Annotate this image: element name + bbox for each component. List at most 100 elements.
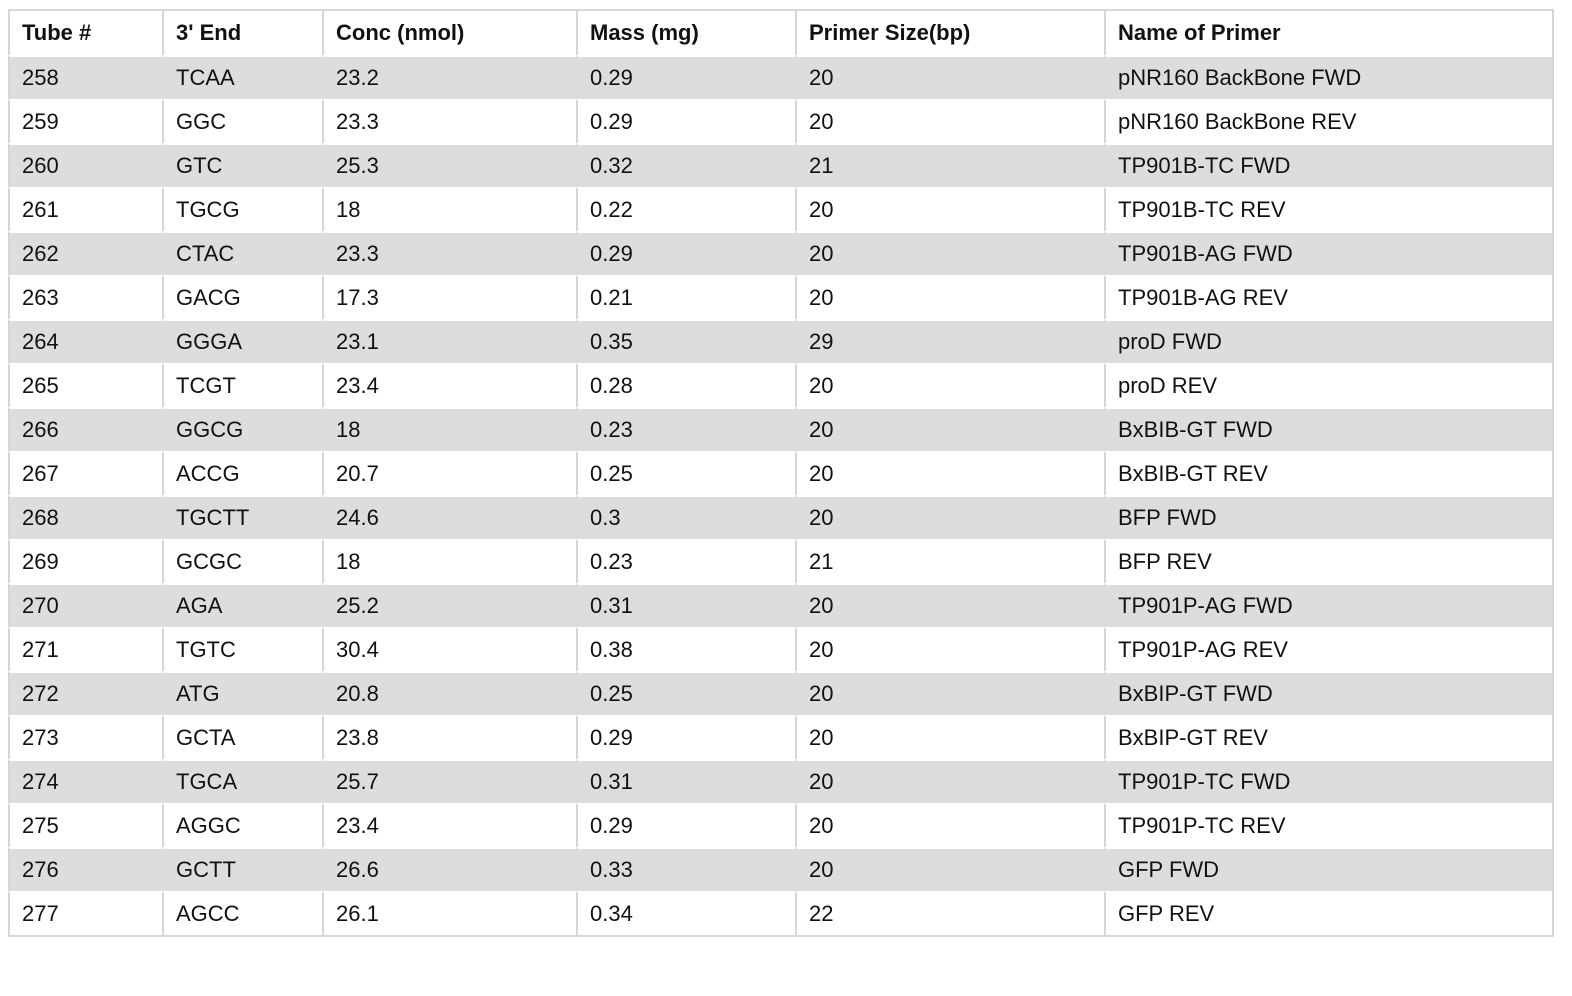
cell-tube-number: 276 [8,847,162,891]
cell-primer-name: BxBIB-GT REV [1104,451,1552,495]
cell-primer-size: 20 [795,847,1104,891]
cell-concentration: 17.3 [322,275,576,319]
table-row: 266 GGCG 18 0.23 20 BxBIB-GT FWD [8,407,1552,451]
cell-primer-name: TP901B-AG REV [1104,275,1552,319]
cell-tube-number: 263 [8,275,162,319]
cell-primer-name: TP901B-AG FWD [1104,231,1552,275]
table-row: 270 AGA 25.2 0.31 20 TP901P-AG FWD [8,583,1552,627]
table-row: 263 GACG 17.3 0.21 20 TP901B-AG REV [8,275,1552,319]
cell-tube-number: 264 [8,319,162,363]
cell-mass: 0.31 [576,583,795,627]
cell-tube-number: 268 [8,495,162,539]
cell-tube-number: 271 [8,627,162,671]
cell-concentration: 25.3 [322,143,576,187]
cell-mass: 0.21 [576,275,795,319]
cell-primer-size: 20 [795,583,1104,627]
cell-primer-size: 20 [795,803,1104,847]
cell-mass: 0.29 [576,99,795,143]
header-mass: Mass (mg) [576,9,795,55]
cell-tube-number: 266 [8,407,162,451]
cell-concentration: 30.4 [322,627,576,671]
cell-primer-size: 20 [795,495,1104,539]
cell-tube-number: 270 [8,583,162,627]
cell-3-prime-end: GACG [162,275,322,319]
primer-table: Tube # 3' End Conc (nmol) Mass (mg) Prim… [8,9,1554,937]
cell-tube-number: 267 [8,451,162,495]
cell-tube-number: 260 [8,143,162,187]
cell-primer-name: TP901P-AG REV [1104,627,1552,671]
cell-mass: 0.28 [576,363,795,407]
cell-3-prime-end: GGC [162,99,322,143]
cell-3-prime-end: AGA [162,583,322,627]
cell-primer-name: GFP FWD [1104,847,1552,891]
cell-mass: 0.22 [576,187,795,231]
cell-mass: 0.29 [576,803,795,847]
cell-mass: 0.3 [576,495,795,539]
cell-primer-size: 22 [795,891,1104,935]
cell-3-prime-end: AGCC [162,891,322,935]
cell-primer-name: TP901P-AG FWD [1104,583,1552,627]
cell-primer-name: BxBIB-GT FWD [1104,407,1552,451]
primer-table-container: Tube # 3' End Conc (nmol) Mass (mg) Prim… [8,9,1554,937]
header-primer-name: Name of Primer [1104,9,1552,55]
cell-primer-name: BFP FWD [1104,495,1552,539]
cell-primer-size: 20 [795,231,1104,275]
table-row: 272 ATG 20.8 0.25 20 BxBIP-GT FWD [8,671,1552,715]
cell-tube-number: 259 [8,99,162,143]
cell-concentration: 18 [322,407,576,451]
cell-concentration: 23.3 [322,231,576,275]
header-row: Tube # 3' End Conc (nmol) Mass (mg) Prim… [8,9,1552,55]
table-row: 261 TGCG 18 0.22 20 TP901B-TC REV [8,187,1552,231]
cell-primer-size: 20 [795,55,1104,99]
cell-concentration: 25.2 [322,583,576,627]
cell-tube-number: 275 [8,803,162,847]
cell-primer-name: proD REV [1104,363,1552,407]
cell-tube-number: 269 [8,539,162,583]
cell-3-prime-end: ACCG [162,451,322,495]
cell-primer-size: 20 [795,715,1104,759]
header-concentration: Conc (nmol) [322,9,576,55]
cell-tube-number: 258 [8,55,162,99]
cell-3-prime-end: ATG [162,671,322,715]
cell-3-prime-end: GTC [162,143,322,187]
cell-3-prime-end: TGCG [162,187,322,231]
cell-mass: 0.29 [576,715,795,759]
cell-3-prime-end: GGCG [162,407,322,451]
table-body: 258 TCAA 23.2 0.29 20 pNR160 BackBone FWD 259 G… [8,55,1552,935]
cell-concentration: 20.8 [322,671,576,715]
cell-tube-number: 272 [8,671,162,715]
table-row: 276 GCTT 26.6 0.33 20 GFP FWD [8,847,1552,891]
table-row: 267 ACCG 20.7 0.25 20 BxBIB-GT REV [8,451,1552,495]
table-row: 275 AGGC 23.4 0.29 20 TP901P-TC REV [8,803,1552,847]
cell-primer-size: 20 [795,407,1104,451]
table-row: 273 GCTA 23.8 0.29 20 BxBIP-GT REV [8,715,1552,759]
cell-3-prime-end: CTAC [162,231,322,275]
table-row: 269 GCGC 18 0.23 21 BFP REV [8,539,1552,583]
cell-primer-name: TP901B-TC REV [1104,187,1552,231]
cell-tube-number: 274 [8,759,162,803]
table-row: 265 TCGT 23.4 0.28 20 proD REV [8,363,1552,407]
table-row: 259 GGC 23.3 0.29 20 pNR160 BackBone REV [8,99,1552,143]
cell-concentration: 26.1 [322,891,576,935]
table-row: 260 GTC 25.3 0.32 21 TP901B-TC FWD [8,143,1552,187]
table-row: 274 TGCA 25.7 0.31 20 TP901P-TC FWD [8,759,1552,803]
table-row: 262 CTAC 23.3 0.29 20 TP901B-AG FWD [8,231,1552,275]
cell-mass: 0.29 [576,231,795,275]
table-row: 277 AGCC 26.1 0.34 22 GFP REV [8,891,1552,935]
table-header: Tube # 3' End Conc (nmol) Mass (mg) Prim… [8,9,1552,55]
cell-3-prime-end: TCAA [162,55,322,99]
cell-mass: 0.38 [576,627,795,671]
table-row: 264 GGGA 23.1 0.35 29 proD FWD [8,319,1552,363]
header-tube-number: Tube # [8,9,162,55]
cell-primer-size: 20 [795,99,1104,143]
cell-primer-name: BxBIP-GT REV [1104,715,1552,759]
cell-concentration: 23.1 [322,319,576,363]
cell-tube-number: 273 [8,715,162,759]
cell-primer-size: 20 [795,187,1104,231]
cell-mass: 0.35 [576,319,795,363]
cell-primer-name: TP901P-TC FWD [1104,759,1552,803]
cell-primer-name: proD FWD [1104,319,1552,363]
table-row: 258 TCAA 23.2 0.29 20 pNR160 BackBone FWD [8,55,1552,99]
cell-primer-name: pNR160 BackBone FWD [1104,55,1552,99]
cell-concentration: 18 [322,539,576,583]
